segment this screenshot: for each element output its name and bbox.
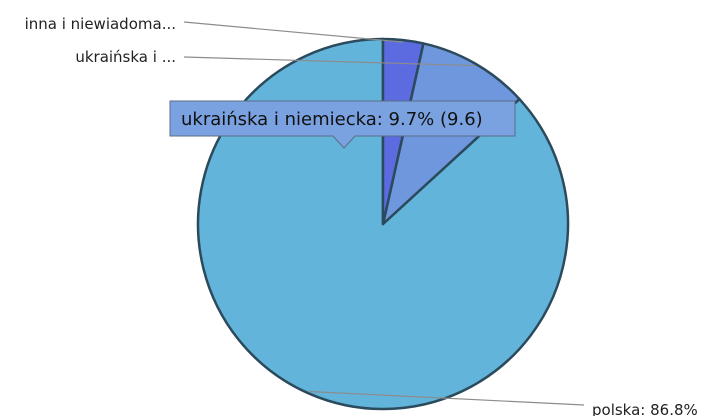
slice-label-1: polska: 86.8% (592, 401, 698, 416)
tooltip-text: ukraińska i niemiecka: 9.7% (9.6) (181, 109, 483, 130)
pie-slices (196, 37, 570, 411)
leader-line-2 (183, 56, 475, 67)
tooltip-box (169, 100, 516, 149)
slice-label-2: ukraińska i ... (75, 48, 176, 66)
chart-tooltip: ukraińska i niemiecka: 9.7% (9.6) (169, 100, 516, 149)
leader-line-1 (309, 390, 585, 406)
slice-label-3: inna i niewiadoma... (25, 15, 176, 33)
leader-line-3 (183, 21, 404, 43)
slice-labels: polska: 86.8% ukraińska i ... inna i niewi… (25, 15, 698, 416)
